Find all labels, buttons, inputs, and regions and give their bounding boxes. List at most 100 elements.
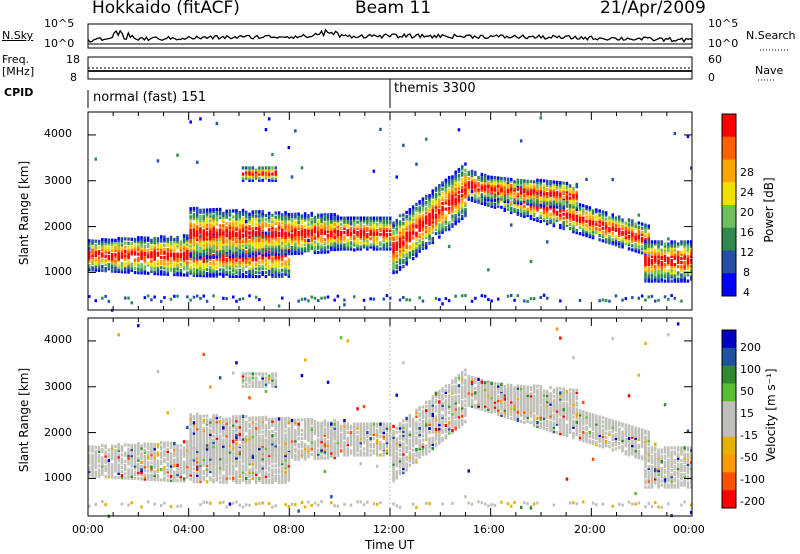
power-cell [506, 196, 510, 200]
power-cell [657, 258, 660, 263]
power-cell [582, 204, 585, 208]
power-cell [411, 211, 415, 215]
velocity-cell [192, 427, 196, 431]
power-cell [654, 277, 657, 281]
power-cell [428, 204, 431, 208]
power-cell [114, 247, 117, 251]
velocity-cell [179, 458, 183, 462]
power-cell [189, 257, 192, 261]
power-cell [506, 185, 510, 189]
power-cell [307, 230, 310, 234]
power-cell [490, 202, 493, 206]
power-cell [202, 274, 205, 278]
power-cell [110, 257, 114, 261]
velocity-cell [130, 454, 133, 458]
power-cell [287, 272, 291, 276]
velocity-cell [114, 453, 117, 457]
power-cell [209, 230, 212, 235]
power-cell [173, 262, 176, 266]
power-cell [392, 252, 395, 256]
power-cell [353, 224, 356, 228]
power-cell [411, 213, 415, 217]
power-cell [143, 257, 147, 261]
power-cell [395, 264, 398, 268]
velocity-cell [215, 438, 219, 442]
power-cell [320, 225, 323, 230]
power-cell [212, 249, 215, 253]
power-cell [176, 258, 179, 262]
power-cell [120, 255, 124, 259]
power-cell [110, 269, 114, 273]
velocity-cell [205, 441, 209, 445]
power-cell [431, 203, 434, 207]
velocity-cell [179, 471, 183, 475]
power-cell [421, 197, 425, 201]
power-cell [405, 241, 408, 245]
power-cell [536, 191, 539, 195]
power-cell [97, 258, 101, 262]
power-cell [591, 209, 595, 213]
power-cell [212, 220, 215, 224]
velocity-cell [114, 461, 117, 465]
power-cell [663, 256, 667, 260]
power-cell [120, 251, 124, 255]
velocity-cell [196, 441, 199, 445]
power-cell [552, 217, 556, 221]
power-cell [245, 170, 248, 174]
power-cell [578, 203, 582, 207]
power-cell [644, 223, 647, 227]
power-cell [395, 227, 398, 231]
power-cell [300, 247, 304, 251]
velocity-cell [110, 446, 114, 450]
velocity-cell [205, 420, 209, 424]
power-cell [317, 234, 320, 238]
velocity-cell [114, 455, 117, 459]
power-cell [480, 174, 484, 179]
power-cell [634, 224, 637, 228]
power-cell [196, 269, 199, 273]
power-cell [480, 180, 484, 184]
velocity-cell [143, 442, 147, 446]
power-cell [536, 188, 539, 193]
power-cell [127, 256, 130, 260]
power-cell [215, 234, 219, 238]
power-cell [199, 269, 202, 274]
velocity-ground-cell [169, 505, 173, 509]
power-ground-cell [680, 299, 683, 303]
power-cell [565, 201, 569, 205]
power-cell [618, 240, 621, 244]
velocity-cell [215, 457, 219, 461]
power-cell [261, 178, 264, 182]
power-cell [552, 182, 556, 186]
power-cell [418, 222, 421, 226]
power-cell [166, 254, 169, 258]
power-cell [281, 262, 284, 266]
power-cell [264, 218, 268, 222]
velocity-cell [205, 474, 209, 478]
power-cell [192, 206, 196, 211]
power-cell [238, 254, 241, 258]
power-cell [176, 254, 179, 258]
power-ground-cell [94, 299, 97, 303]
power-cell [526, 202, 529, 206]
power-cell [369, 216, 372, 220]
power-cell [441, 230, 444, 234]
velocity-cell [196, 439, 199, 443]
power-cell [618, 238, 621, 242]
power-cell [467, 187, 470, 191]
power-ground-cell [523, 299, 526, 303]
power-cell [186, 257, 189, 261]
power-cell [585, 227, 588, 232]
power-cell [333, 224, 336, 228]
velocity-cell [218, 424, 222, 428]
power-cell [402, 213, 405, 217]
power-cell [372, 216, 376, 220]
velocity-cell [156, 443, 160, 447]
power-cell [366, 243, 369, 247]
velocity-cell [215, 434, 219, 438]
power-cell [539, 211, 542, 215]
velocity-cell [124, 443, 127, 447]
power-cell [222, 211, 225, 215]
power-cell [673, 240, 677, 244]
velocity-cell [199, 455, 202, 460]
